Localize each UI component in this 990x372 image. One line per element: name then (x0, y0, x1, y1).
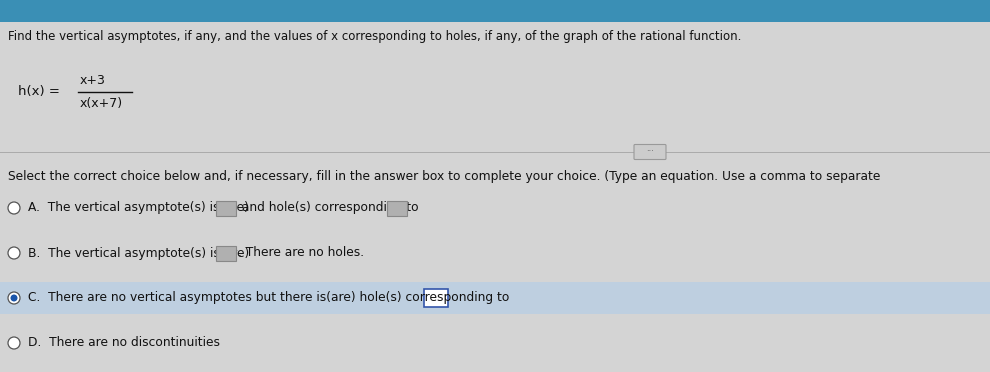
Bar (424, 289, 448, 307)
Circle shape (8, 337, 20, 349)
Circle shape (11, 295, 18, 301)
Text: and hole(s) corresponding to: and hole(s) corresponding to (239, 202, 423, 215)
Text: Select the correct choice below and, if necessary, fill in the answer box to com: Select the correct choice below and, if … (8, 170, 880, 183)
Circle shape (8, 292, 20, 304)
Circle shape (8, 247, 20, 259)
Bar (0, 0, 990, 22)
Bar (216, 246, 236, 260)
Text: D.  There are no discontinuities: D. There are no discontinuities (28, 337, 220, 350)
Text: x+3: x+3 (80, 74, 106, 87)
Text: . There are no holes.: . There are no holes. (239, 247, 364, 260)
Bar (387, 201, 407, 215)
Circle shape (8, 202, 20, 214)
Text: Find the vertical asymptotes, if any, and the values of x corresponding to holes: Find the vertical asymptotes, if any, an… (8, 30, 742, 43)
Text: B.  The vertical asymptote(s) is(are): B. The vertical asymptote(s) is(are) (28, 247, 253, 260)
Bar (216, 201, 236, 215)
FancyBboxPatch shape (634, 144, 666, 160)
Text: C.  There are no vertical asymptotes but there is(are) hole(s) corresponding to: C. There are no vertical asymptotes but … (28, 292, 513, 305)
Text: ···: ··· (646, 148, 654, 157)
Text: A.  The vertical asymptote(s) is(are): A. The vertical asymptote(s) is(are) (28, 202, 252, 215)
Text: x(x+7): x(x+7) (80, 97, 123, 110)
Bar (0, 282, 990, 314)
Text: h(x) =: h(x) = (18, 86, 59, 99)
